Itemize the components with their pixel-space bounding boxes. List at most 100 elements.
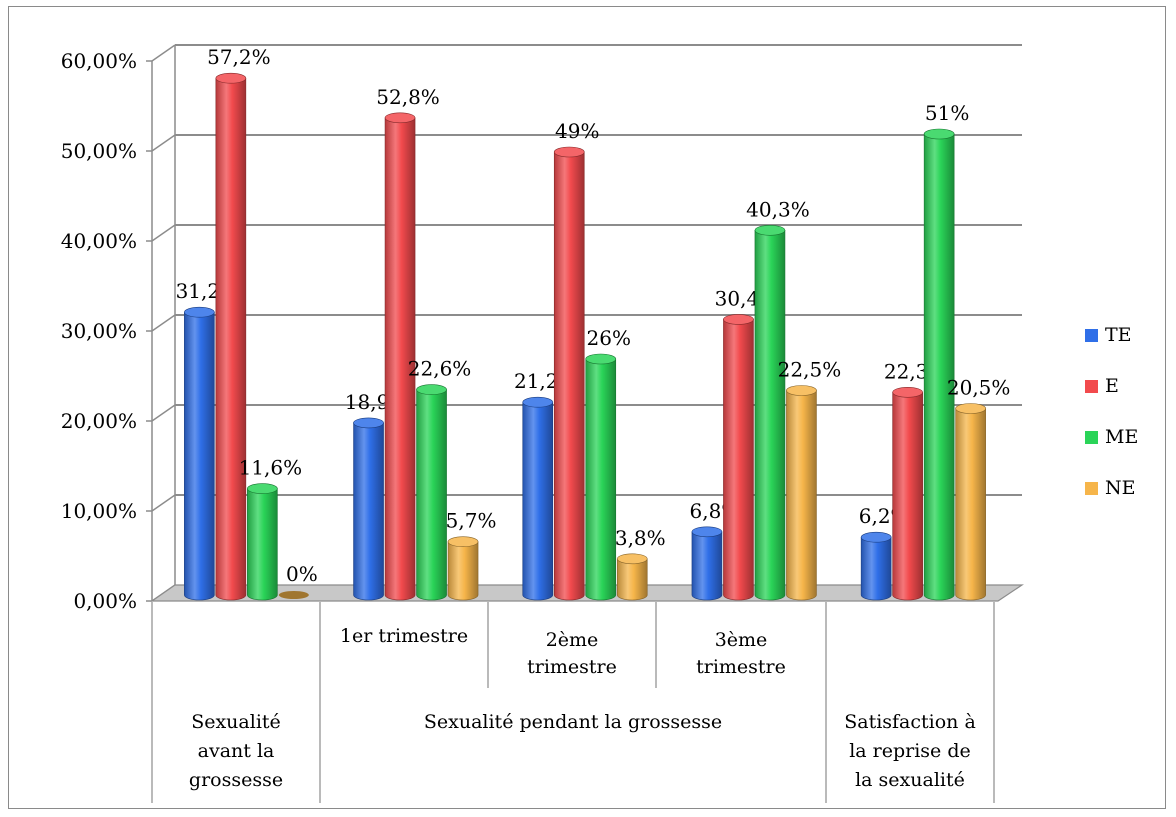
bar-top	[447, 536, 479, 548]
bar-top	[892, 386, 923, 398]
data-label: 49%	[555, 119, 599, 143]
bar-top	[247, 483, 278, 494]
bar-body	[892, 392, 923, 601]
category-label: avant la	[198, 740, 275, 762]
bar-top	[860, 531, 892, 543]
y-tick-label: 40,00%	[61, 229, 137, 253]
y-tick-label: 60,00%	[61, 49, 137, 73]
bar-body	[616, 558, 648, 601]
category-table	[151, 602, 995, 803]
category-label: Sexualité	[191, 711, 281, 733]
data-label: 0%	[286, 562, 318, 586]
legend-label: NE	[1105, 477, 1136, 499]
gridline-depth	[151, 134, 176, 152]
bar-body	[723, 319, 754, 601]
bar	[416, 384, 447, 601]
bar-top	[691, 526, 723, 538]
bar-top	[955, 403, 986, 414]
bar	[786, 385, 817, 601]
data-label: 40,3%	[746, 197, 810, 221]
category-label: trimestre	[527, 656, 617, 678]
bar-top	[616, 553, 648, 565]
bar	[247, 483, 278, 601]
bar	[754, 225, 786, 601]
bar	[616, 553, 648, 601]
data-label: 26%	[587, 326, 631, 350]
bar-top	[754, 225, 786, 236]
bar-body	[860, 536, 892, 601]
bar-top	[278, 591, 309, 599]
bar	[923, 128, 955, 601]
data-label: 22,6%	[408, 357, 472, 381]
bar-body	[522, 401, 554, 601]
category-label: 3ème	[715, 629, 768, 651]
bar-top	[215, 72, 247, 84]
category-label: grossesse	[189, 769, 283, 791]
bar-body	[353, 422, 384, 601]
data-label: 11,6%	[239, 456, 303, 480]
bar-body	[754, 230, 786, 601]
bar-body	[585, 358, 617, 601]
bar-top	[353, 417, 384, 429]
category-label: Satisfaction à	[844, 711, 976, 733]
bar	[447, 536, 479, 601]
category-label: 2ème	[546, 629, 599, 651]
group-label: Sexualité pendant la grossesse	[424, 711, 722, 733]
bar	[384, 112, 416, 601]
category-label: la reprise de	[849, 740, 971, 762]
bar-top	[522, 396, 554, 408]
legend-swatch	[1085, 431, 1098, 444]
bar-body	[247, 488, 278, 601]
bar	[585, 353, 617, 601]
bar-top	[585, 353, 617, 365]
bar-body	[447, 541, 479, 601]
category-label: 1er trimestre	[340, 625, 468, 647]
y-tick-label: 20,00%	[61, 409, 137, 433]
legend-swatch	[1085, 380, 1098, 393]
bar	[723, 314, 754, 601]
bar-body	[384, 117, 416, 601]
legend-swatch	[1085, 329, 1098, 342]
bar-top	[923, 128, 955, 140]
category-label: la sexualité	[855, 769, 965, 791]
bar-body	[786, 390, 817, 601]
bar-top	[786, 385, 817, 396]
data-label: 20,5%	[947, 376, 1011, 400]
y-tick-label: 0,00%	[73, 589, 137, 613]
bar-body	[553, 151, 585, 601]
bar	[522, 396, 554, 601]
data-label: 51%	[925, 101, 969, 125]
data-label: 22,5%	[778, 358, 842, 382]
bar-top	[553, 146, 585, 158]
bar	[353, 417, 384, 601]
bar	[892, 386, 923, 601]
y-tick-label: 10,00%	[61, 499, 137, 523]
bar	[184, 306, 215, 601]
bar-body	[955, 408, 986, 601]
bar	[691, 526, 723, 601]
category-label: trimestre	[696, 656, 786, 678]
bar-body	[416, 389, 447, 601]
bar-top	[416, 384, 447, 395]
bar	[860, 531, 892, 601]
data-label: 3,8%	[615, 526, 666, 550]
bar-body	[184, 311, 215, 601]
legend-label: E	[1105, 375, 1119, 397]
bar-body	[923, 133, 955, 601]
bar	[278, 591, 309, 599]
y-tick-label: 30,00%	[61, 319, 137, 343]
gridline-depth	[151, 494, 176, 512]
y-tick-label: 50,00%	[61, 139, 137, 163]
gridline-depth	[151, 224, 176, 242]
legend-label: ME	[1105, 426, 1138, 448]
bar	[955, 403, 986, 601]
gridline-depth	[151, 44, 176, 62]
bar-top	[184, 306, 215, 318]
bar-body	[215, 77, 247, 601]
data-label: 57,2%	[207, 45, 271, 69]
data-label: 5,7%	[446, 509, 497, 533]
bar-body	[691, 531, 723, 601]
legend-label: TE	[1105, 324, 1132, 346]
bar	[553, 146, 585, 601]
